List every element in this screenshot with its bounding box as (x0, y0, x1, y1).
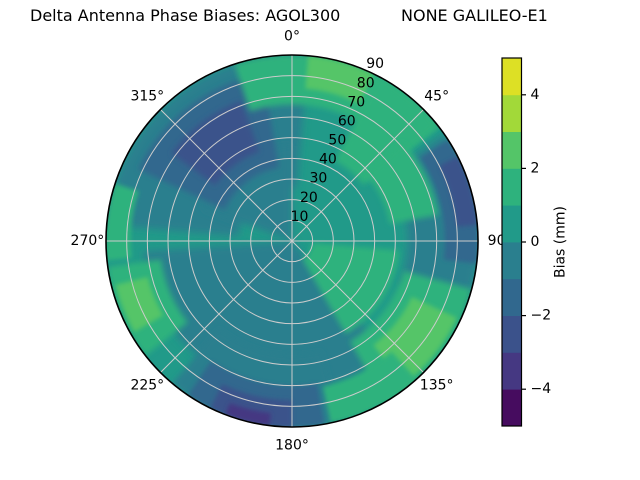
colorbar-tick-label: −2 (531, 308, 552, 324)
azimuth-label: 45° (424, 88, 449, 104)
colorbar-tick-label: −4 (531, 381, 552, 397)
colorbar-tick-label: 2 (531, 160, 540, 176)
colorbar-segment (502, 352, 522, 390)
polar-grid (105, 54, 479, 428)
azimuth-label: 135° (420, 378, 454, 394)
colorbar-axis-label: Bias (mm) (553, 206, 569, 278)
colorbar-tick-label: 0 (531, 234, 540, 250)
colorbar-segment (502, 168, 522, 206)
colorbar: 4 2 0 −2 −4 Bias (mm) (501, 57, 569, 427)
contour-region (439, 156, 478, 227)
grid-spoke (160, 109, 424, 373)
colorbar-segment (502, 389, 522, 427)
contour-region (305, 55, 374, 104)
figure-title-secondary: NONE GALILEO-E1 (401, 6, 548, 25)
plot-border (105, 54, 479, 428)
contour-region (334, 76, 439, 186)
azimuth-label: 315° (130, 88, 164, 104)
elevation-label: 90 (366, 56, 384, 72)
contour-region (365, 141, 439, 224)
elevation-label: 30 (309, 171, 327, 187)
elevation-label: 70 (347, 94, 365, 110)
azimuth-label: 0° (284, 28, 300, 44)
colorbar-segment (502, 205, 522, 243)
azimuth-label: 270° (71, 233, 105, 249)
azimuth-label: 225° (130, 378, 164, 394)
azimuth-label: 90 (488, 233, 506, 249)
colorbar-segment (502, 58, 522, 96)
contour-region (225, 403, 271, 426)
elevation-label: 50 (328, 133, 346, 149)
colorbar-segment (502, 278, 522, 316)
azimuth-labels: 0° 45° 90 135° 180° 225° 270° 315° (71, 28, 506, 453)
colorbar-segment (502, 94, 522, 132)
elevation-labels: 10 20 30 40 50 60 70 80 90 (291, 56, 385, 225)
colorbar-tick-label: 4 (531, 87, 540, 103)
elevation-label: 10 (291, 209, 309, 225)
elevation-label: 20 (300, 190, 318, 206)
elevation-label: 80 (357, 75, 375, 91)
colorbar-segment (502, 242, 522, 280)
azimuth-label: 180° (275, 438, 309, 454)
contour-region (302, 242, 400, 335)
figure-title-main: Delta Antenna Phase Biases: AGOL300 (30, 6, 341, 25)
elevation-label: 60 (338, 113, 356, 129)
colorbar-segment (502, 315, 522, 353)
elevation-label: 40 (319, 152, 337, 168)
colorbar-segment (502, 131, 522, 169)
